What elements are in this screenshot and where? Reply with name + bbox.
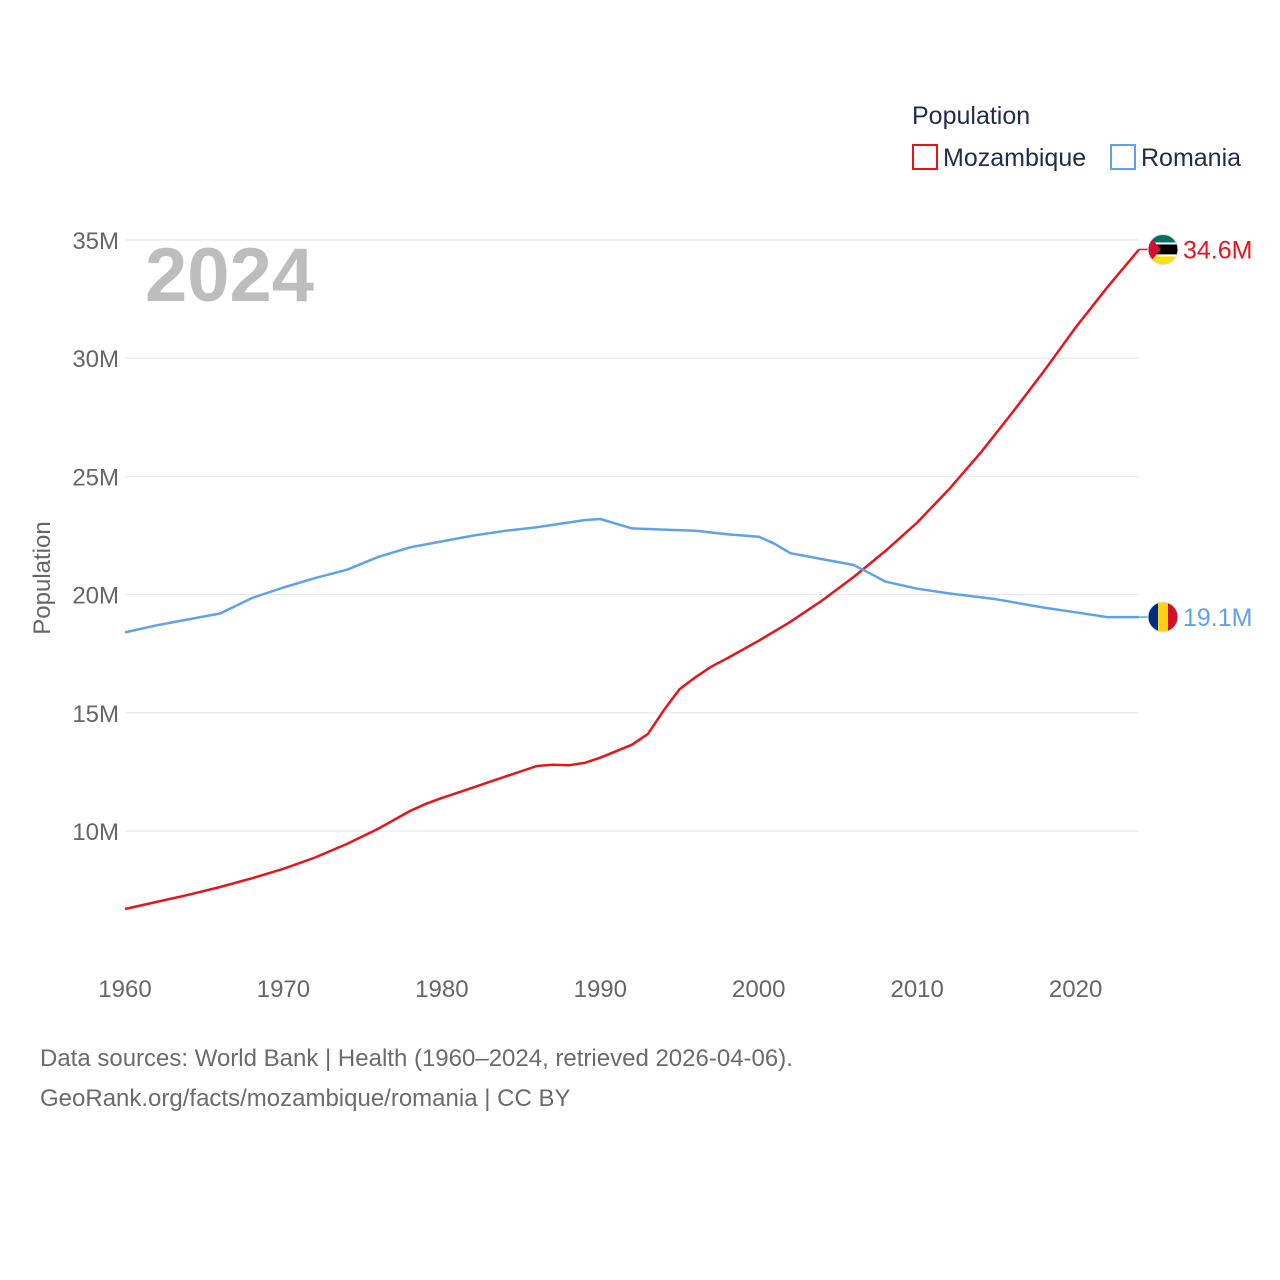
y-tick-25M: 25M bbox=[72, 464, 119, 491]
series-lines bbox=[124, 248, 1140, 911]
gridlines bbox=[125, 239, 1139, 832]
legend-swatch-mozambique bbox=[912, 144, 938, 170]
series-line-mozambique bbox=[124, 248, 1140, 911]
legend-item-mozambique[interactable]: Mozambique bbox=[912, 144, 1086, 172]
y-tick-15M: 15M bbox=[72, 701, 119, 728]
x-tick-2010: 2010 bbox=[890, 976, 943, 1003]
legend-title: Population bbox=[912, 102, 1030, 130]
y-axis-ticks: 10M 15M 20M 25M 30M 35M bbox=[72, 228, 119, 846]
legend-item-romania[interactable]: Romania bbox=[1110, 144, 1241, 172]
x-tick-2020: 2020 bbox=[1049, 976, 1102, 1003]
y-tick-30M: 30M bbox=[72, 346, 119, 373]
x-tick-1970: 1970 bbox=[257, 976, 310, 1003]
end-label-mozambique: 34.6M bbox=[1183, 236, 1252, 264]
series-end-markers: 34.6M 19.1M bbox=[1139, 233, 1252, 633]
x-axis-ticks: 1960 1970 1980 1990 2000 2010 2020 bbox=[98, 976, 1102, 1003]
legend-label-mozambique: Mozambique bbox=[943, 144, 1086, 172]
romania-flag-icon bbox=[1147, 601, 1179, 633]
legend-label-romania: Romania bbox=[1141, 144, 1241, 172]
year-label: 2024 bbox=[145, 233, 314, 318]
legend-swatch-romania bbox=[1110, 144, 1136, 170]
x-tick-1960: 1960 bbox=[98, 976, 151, 1003]
y-axis-label: Population bbox=[29, 521, 56, 634]
mozambique-flag-icon bbox=[1147, 233, 1179, 265]
end-label-romania: 19.1M bbox=[1183, 604, 1252, 632]
source-note: Data sources: World Bank | Health (1960–… bbox=[40, 1045, 793, 1072]
y-tick-35M: 35M bbox=[72, 228, 119, 255]
x-tick-1980: 1980 bbox=[415, 976, 468, 1003]
series-line-romania bbox=[124, 517, 1139, 634]
x-tick-2000: 2000 bbox=[732, 976, 785, 1003]
legend[interactable]: Population Mozambique Romania bbox=[912, 102, 1241, 172]
source-url: GeoRank.org/facts/mozambique/romania | C… bbox=[40, 1085, 571, 1112]
y-tick-10M: 10M bbox=[72, 819, 119, 846]
y-tick-20M: 20M bbox=[72, 583, 119, 610]
x-tick-1990: 1990 bbox=[574, 976, 627, 1003]
